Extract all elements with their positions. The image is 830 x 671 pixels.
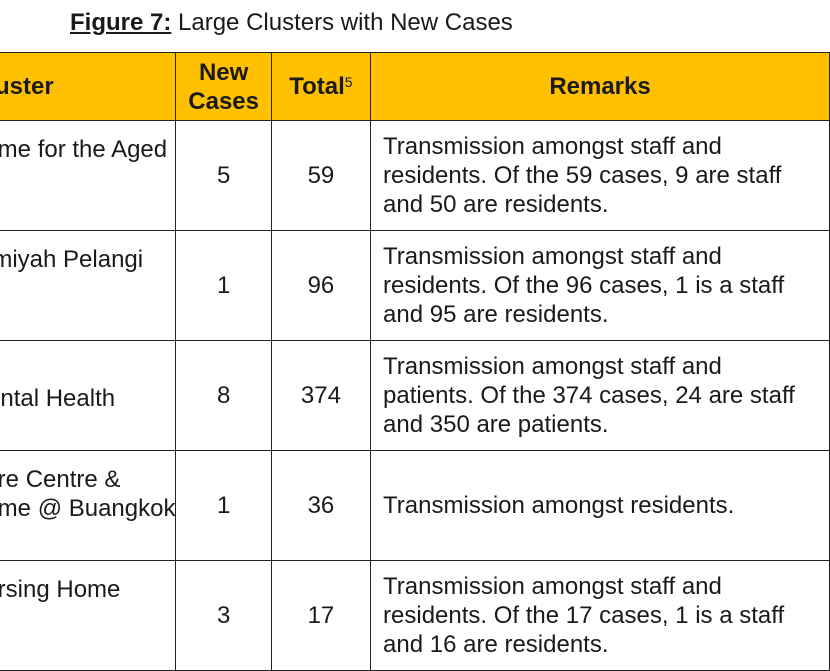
- remarks-line: residents. Of the 96 cases, 1 is a staff: [383, 272, 785, 299]
- remarks-cell: Transmission amongst staff and patients. …: [370, 340, 830, 451]
- header-total: Total5: [270, 52, 372, 121]
- footnote-marker: 5: [344, 74, 353, 90]
- total-cases-cell: 17: [270, 560, 372, 671]
- cluster-name-cell: Care Centre &Home @ Buangkok: [0, 450, 177, 561]
- cluster-name-cell: Nursing Home: [0, 560, 177, 671]
- remarks-line: Transmission amongst staff and: [383, 573, 722, 600]
- remarks-line: Transmission amongst staff and: [383, 133, 722, 160]
- total-cases-cell: 96: [270, 230, 372, 341]
- remarks-line: Transmission amongst staff and: [383, 243, 722, 270]
- remarks-line: patients. Of the 374 cases, 24 are staff: [383, 382, 795, 409]
- remarks-line: and 16 are residents.: [383, 631, 609, 658]
- remarks-line: and 50 are residents.: [383, 191, 609, 218]
- remarks-line: residents. Of the 17 cases, 1 is a staff: [383, 602, 785, 629]
- clusters-table-container: Cluster New Cases Total5 Remarks Home fo…: [0, 52, 830, 671]
- total-cases-cell: 36: [270, 450, 372, 561]
- new-cases-cell: 1: [175, 230, 272, 341]
- cluster-name-line: [0, 355, 175, 384]
- header-cluster: Cluster: [0, 52, 177, 121]
- remarks-cell: Transmission amongst staff and residents.…: [370, 560, 830, 671]
- cluster-name-line: Home @ Buangkok: [0, 495, 176, 522]
- figure-title: Large Clusters with New Cases: [178, 9, 513, 36]
- cluster-name-line: Care Centre &: [0, 466, 121, 493]
- figure-caption: Figure 7: Large Clusters with New Cases: [70, 8, 513, 38]
- header-row: Cluster New Cases Total5 Remarks: [0, 52, 830, 121]
- cluster-name-cell: Home for the Aged: [0, 120, 177, 231]
- remarks-cell: Transmission amongst staff and residents.…: [370, 120, 830, 231]
- remarks-cell: Transmission amongst residents.: [370, 450, 830, 561]
- new-cases-cell: 3: [175, 560, 272, 671]
- total-cases-cell: 59: [270, 120, 372, 231]
- remarks-line: Transmission amongst staff and: [383, 353, 722, 380]
- new-cases-cell: 1: [175, 450, 272, 561]
- remarks-line: and 95 are residents.: [383, 301, 609, 328]
- new-cases-cell: 5: [175, 120, 272, 231]
- cluster-name-cell: Jamiyah Pelangi: [0, 230, 177, 341]
- remarks-line: and 350 are patients.: [383, 411, 609, 438]
- table-header: Cluster New Cases Total5 Remarks: [0, 52, 830, 121]
- remarks-line: residents. Of the 59 cases, 9 are staff: [383, 162, 782, 189]
- header-new-cases: New Cases: [175, 52, 272, 121]
- remarks-cell: Transmission amongst staff and residents.…: [370, 230, 830, 341]
- cluster-name-line: Nursing Home: [0, 576, 121, 603]
- header-remarks: Remarks: [370, 52, 830, 121]
- remarks-line: Transmission amongst residents.: [383, 492, 735, 519]
- cluster-name-line: Jamiyah Pelangi: [0, 246, 144, 273]
- cluster-name-cell: Mental Health: [0, 340, 177, 451]
- new-cases-cell: 8: [175, 340, 272, 451]
- total-cases-cell: 374: [270, 340, 372, 451]
- clusters-table: Cluster New Cases Total5 Remarks Home fo…: [0, 52, 830, 671]
- cluster-name-line: Mental Health: [0, 385, 116, 412]
- figure-label: Figure 7:: [70, 9, 172, 36]
- cluster-name-line: Home for the Aged: [0, 136, 168, 163]
